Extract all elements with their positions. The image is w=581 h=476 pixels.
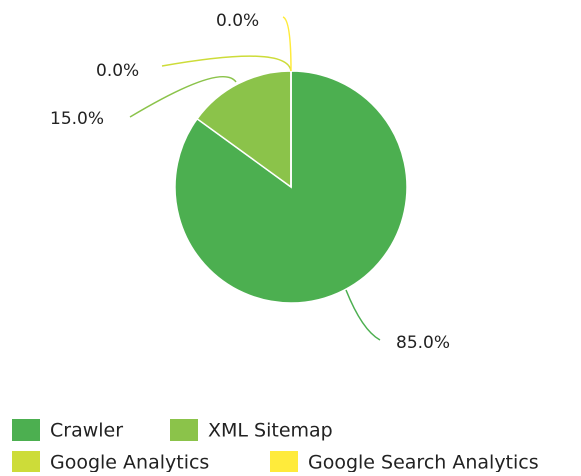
data-label: 0.0% (96, 61, 139, 81)
legend-label: Google Search Analytics (308, 452, 539, 473)
leader-line (345, 289, 381, 341)
leader-line (161, 55, 292, 72)
legend-swatch (270, 451, 298, 473)
legend-swatch (170, 419, 198, 441)
legend-label: Google Analytics (50, 452, 209, 473)
legend-label: Crawler (50, 420, 123, 442)
data-label: 15.0% (50, 109, 104, 129)
data-label: 0.0% (216, 11, 259, 31)
leader-line (282, 16, 292, 72)
pie-slice (196, 70, 292, 189)
legend-swatch (12, 451, 40, 473)
legend-label: XML Sitemap (208, 420, 333, 442)
data-label: 85.0% (396, 333, 450, 353)
leader-line (129, 75, 237, 118)
legend-swatch (12, 419, 40, 441)
